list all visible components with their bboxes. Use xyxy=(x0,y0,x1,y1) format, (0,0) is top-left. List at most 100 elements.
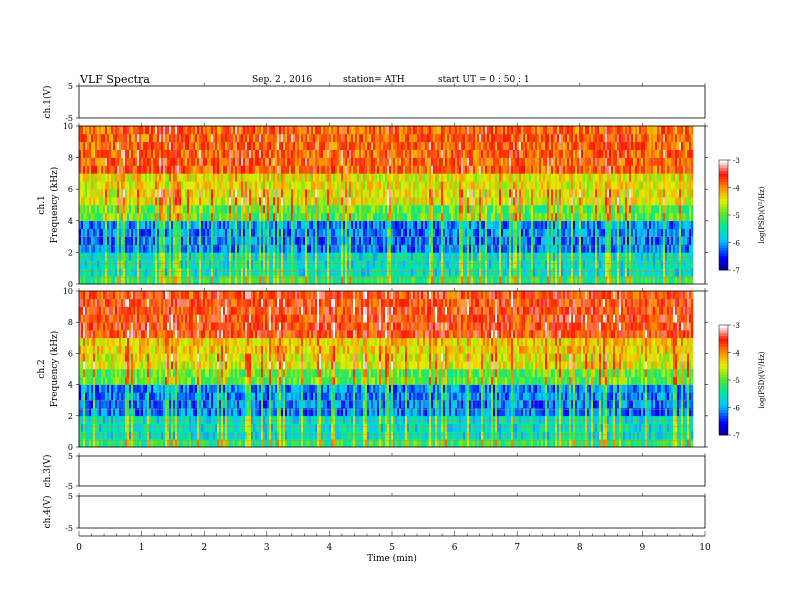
spectrogram-cell xyxy=(361,126,364,135)
spectrogram-cell xyxy=(305,260,308,269)
spectrogram-cell xyxy=(145,197,148,206)
spectrogram-cell xyxy=(177,165,180,174)
spectrogram-cell xyxy=(231,157,234,166)
spectrogram-cell xyxy=(499,260,502,269)
spectrogram-cell xyxy=(237,252,240,261)
spectrogram-cell xyxy=(331,133,334,143)
spectrogram-cell xyxy=(321,173,324,182)
spectrogram-cell xyxy=(123,228,126,237)
spectrogram-cell xyxy=(111,173,114,182)
spectrogram-cell xyxy=(341,268,344,277)
spectrogram-cell xyxy=(95,165,98,174)
spectrogram-cell xyxy=(429,228,432,237)
spectrogram-cell xyxy=(415,212,418,222)
spectrogram-cell xyxy=(347,133,350,143)
spectrogram-cell xyxy=(145,276,148,285)
spectrogram-cell xyxy=(369,165,372,174)
spectrogram-cell xyxy=(467,173,470,182)
spectrogram-cell xyxy=(565,189,568,198)
spectrogram-cell xyxy=(277,133,280,143)
spectrogram-cell xyxy=(125,149,128,158)
spectrogram-cell xyxy=(277,268,280,277)
spectrogram-cell xyxy=(447,133,450,143)
spectrogram-cell xyxy=(361,260,364,269)
spectrogram-cell xyxy=(511,205,514,214)
spectrogram-cell xyxy=(203,141,206,150)
spectrogram-cell xyxy=(541,236,544,245)
spectrogram-cell xyxy=(463,126,466,135)
spectrogram-cell xyxy=(405,205,408,214)
spectrogram-cell xyxy=(429,133,432,143)
spectrogram-cell xyxy=(109,173,112,182)
spectrogram-cell xyxy=(247,126,250,135)
spectrogram-cell xyxy=(183,220,186,229)
spectrogram-cell xyxy=(217,205,220,214)
spectrogram-cell xyxy=(143,149,146,158)
spectrogram-cell xyxy=(245,189,248,198)
spectrogram-cell xyxy=(463,252,466,261)
spectrogram-cell xyxy=(287,197,290,206)
spectrogram-cell xyxy=(121,189,124,198)
spectrogram-cell xyxy=(291,268,294,277)
spectrogram-cell xyxy=(473,212,476,222)
spectrogram-cell xyxy=(101,268,104,277)
spectrogram-cell xyxy=(307,173,310,182)
spectrogram-cell xyxy=(345,157,348,166)
spectrogram-cell xyxy=(101,157,104,166)
spectrogram-cell xyxy=(107,126,110,135)
spectrogram-cell xyxy=(133,228,136,237)
spectrogram-cell xyxy=(111,133,114,143)
spectrogram-cell xyxy=(355,212,358,222)
spectrogram-cell xyxy=(115,244,118,253)
spectrogram-cell xyxy=(159,205,162,214)
spectrogram-cell xyxy=(559,181,562,190)
spectrogram-cell xyxy=(197,189,200,198)
spectrogram-cell xyxy=(171,228,174,237)
spectrogram-cell xyxy=(255,133,258,143)
spectrogram-cell xyxy=(453,189,456,198)
spectrogram-cell xyxy=(517,244,520,253)
spectrogram-cell xyxy=(439,157,442,166)
spectrogram-cell xyxy=(219,173,222,182)
spectrogram-cell xyxy=(221,220,224,229)
spectrogram-cell xyxy=(147,173,150,182)
spectrogram-cell xyxy=(293,212,296,222)
spectrogram-cell xyxy=(227,173,230,182)
spectrogram-cell xyxy=(95,260,98,269)
spectrogram-cell xyxy=(357,212,360,222)
spectrogram-cell xyxy=(399,252,402,261)
spectrogram-cell xyxy=(151,252,154,261)
spectrogram-cell xyxy=(131,173,134,182)
spectrogram-cell xyxy=(201,244,204,253)
spectrogram-cell xyxy=(359,133,362,143)
spectrogram-cell xyxy=(141,189,144,198)
spectrogram-cell xyxy=(485,189,488,198)
spectrogram-cell xyxy=(151,173,154,182)
spectrogram-cell xyxy=(199,197,202,206)
spectrogram-cell xyxy=(199,260,202,269)
spectrogram-cell xyxy=(181,276,184,285)
spectrogram-cell xyxy=(453,205,456,214)
spectrogram-cell xyxy=(373,126,376,135)
spectrogram-cell xyxy=(377,276,380,285)
spectrogram-cell xyxy=(545,141,548,150)
spectrogram-cell xyxy=(211,165,214,174)
spectrogram-cell xyxy=(373,133,376,143)
spectrogram-cell xyxy=(193,205,196,214)
spectrogram-cell xyxy=(525,212,528,222)
spectrogram-cell xyxy=(127,165,130,174)
spectrogram-cell xyxy=(85,276,88,285)
spectrogram-cell xyxy=(455,252,458,261)
spectrogram-cell xyxy=(431,157,434,166)
spectrogram-cell xyxy=(541,228,544,237)
spectrogram-cell xyxy=(153,126,156,135)
spectrogram-cell xyxy=(101,228,104,237)
spectrogram-cell xyxy=(291,205,294,214)
spectrogram-cell xyxy=(209,228,212,237)
spectrogram-cell xyxy=(329,220,332,229)
spectrogram-cell xyxy=(115,276,118,285)
spectrogram-cell xyxy=(99,228,102,237)
spectrogram-cell xyxy=(339,189,342,198)
spectrogram-cell xyxy=(203,133,206,143)
spectrogram-cell xyxy=(161,189,164,198)
